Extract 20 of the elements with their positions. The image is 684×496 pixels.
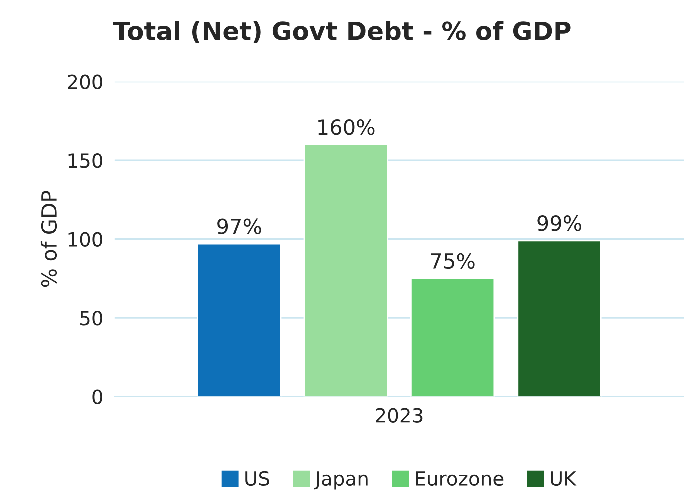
y-tick-label: 50 <box>80 311 103 326</box>
legend-label: UK <box>551 472 577 486</box>
y-axis-title: % of GDP <box>40 191 58 288</box>
bar <box>197 243 282 397</box>
data-label: 75% <box>431 253 475 270</box>
data-label: 160% <box>318 119 375 136</box>
y-tick-label: 200 <box>68 74 103 90</box>
bar <box>410 278 496 397</box>
y-tick-label: 100 <box>68 232 103 247</box>
data-label: 99% <box>538 216 582 232</box>
legend-label: Japan <box>314 472 368 490</box>
y-tick-label: 0 <box>92 390 103 404</box>
data-label: 97% <box>218 218 262 234</box>
bar <box>517 240 602 397</box>
y-tick-label: 150 <box>68 154 103 168</box>
x-tick-label: 2023 <box>376 408 423 423</box>
legend-label: Eurozone <box>416 472 504 486</box>
legend-label: US <box>246 471 270 486</box>
chart-title: Total (Net) Govt Debt - % of GDP <box>113 21 571 44</box>
bar <box>304 144 388 397</box>
